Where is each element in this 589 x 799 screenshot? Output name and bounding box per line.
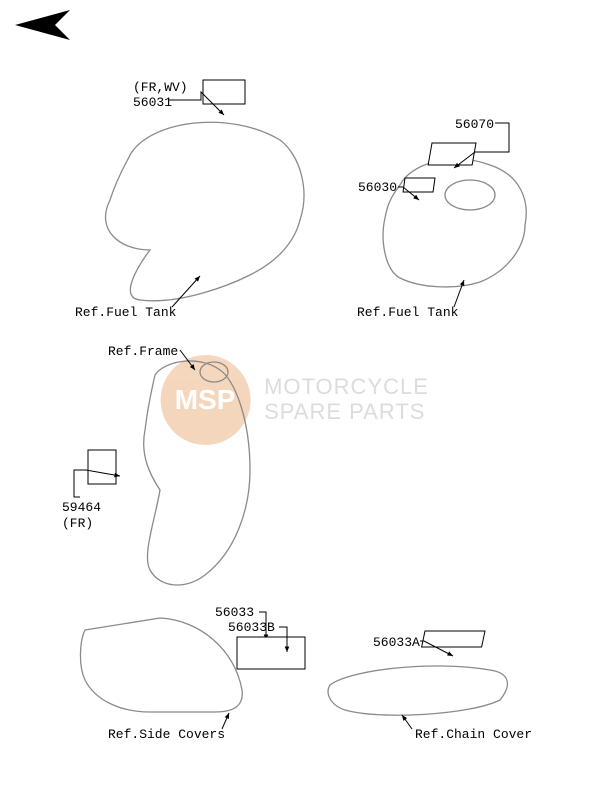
fuel-tank-cowl-right <box>383 159 526 287</box>
label-box-56030 <box>403 178 435 192</box>
ref-text-2: Ref.Frame <box>108 344 178 359</box>
label-56031: 56031 <box>133 95 172 110</box>
label-59464: 59464 <box>62 500 101 515</box>
leader-59464 <box>74 470 120 497</box>
label-59464-icon <box>94 456 113 478</box>
label-suffix-59464: (FR) <box>62 516 93 531</box>
label-box-56031 <box>203 80 245 104</box>
ref-text-0: Ref.Fuel Tank <box>75 305 176 320</box>
watermark-text: MOTORCYCLE SPARE PARTS <box>264 375 429 423</box>
ref-leader-0 <box>172 276 200 307</box>
label-prefix-56031: (FR,WV) <box>133 80 188 95</box>
label-box-56033B <box>237 637 305 669</box>
watermark-line1: MOTORCYCLE <box>264 375 429 399</box>
ref-leader-1 <box>454 280 464 307</box>
leader-56030 <box>398 187 419 200</box>
ref-text-4: Ref.Chain Cover <box>415 727 532 742</box>
chain-cover <box>328 666 507 715</box>
label-56070: 56070 <box>455 117 494 132</box>
nav-arrow-icon <box>15 10 70 40</box>
leader-56033B <box>279 627 287 652</box>
callout-group <box>74 80 509 669</box>
side-cover <box>80 618 242 712</box>
label-56033: 56033 <box>215 605 254 620</box>
diagram-container: MSP MOTORCYCLE SPARE PARTS (FR,WV)56031 5… <box>0 0 589 799</box>
label-box-59464 <box>88 450 116 484</box>
watermark-badge: MSP <box>160 355 250 445</box>
ref-leader-2 <box>180 350 195 370</box>
label-56033B: 56033B <box>228 620 275 635</box>
leader-56031 <box>169 92 224 115</box>
sketch-group <box>80 122 526 715</box>
label-56033A: 56033A <box>373 635 420 650</box>
ref-text-3: Ref.Side Covers <box>108 727 225 742</box>
ref-line-group <box>172 276 464 729</box>
diagram-svg <box>0 0 589 799</box>
ref-text-1: Ref.Fuel Tank <box>357 305 458 320</box>
watermark-line2: SPARE PARTS <box>264 400 429 424</box>
label-box-56070 <box>428 143 476 165</box>
label-box-56033A <box>422 631 485 647</box>
ref-leader-4 <box>402 715 412 729</box>
leader-56033A <box>420 641 453 656</box>
label-56030: 56030 <box>358 180 397 195</box>
fuel-tank-cowl-left <box>106 122 304 301</box>
frame-mid <box>144 361 250 585</box>
watermark: MSP MOTORCYCLE SPARE PARTS <box>160 355 429 445</box>
